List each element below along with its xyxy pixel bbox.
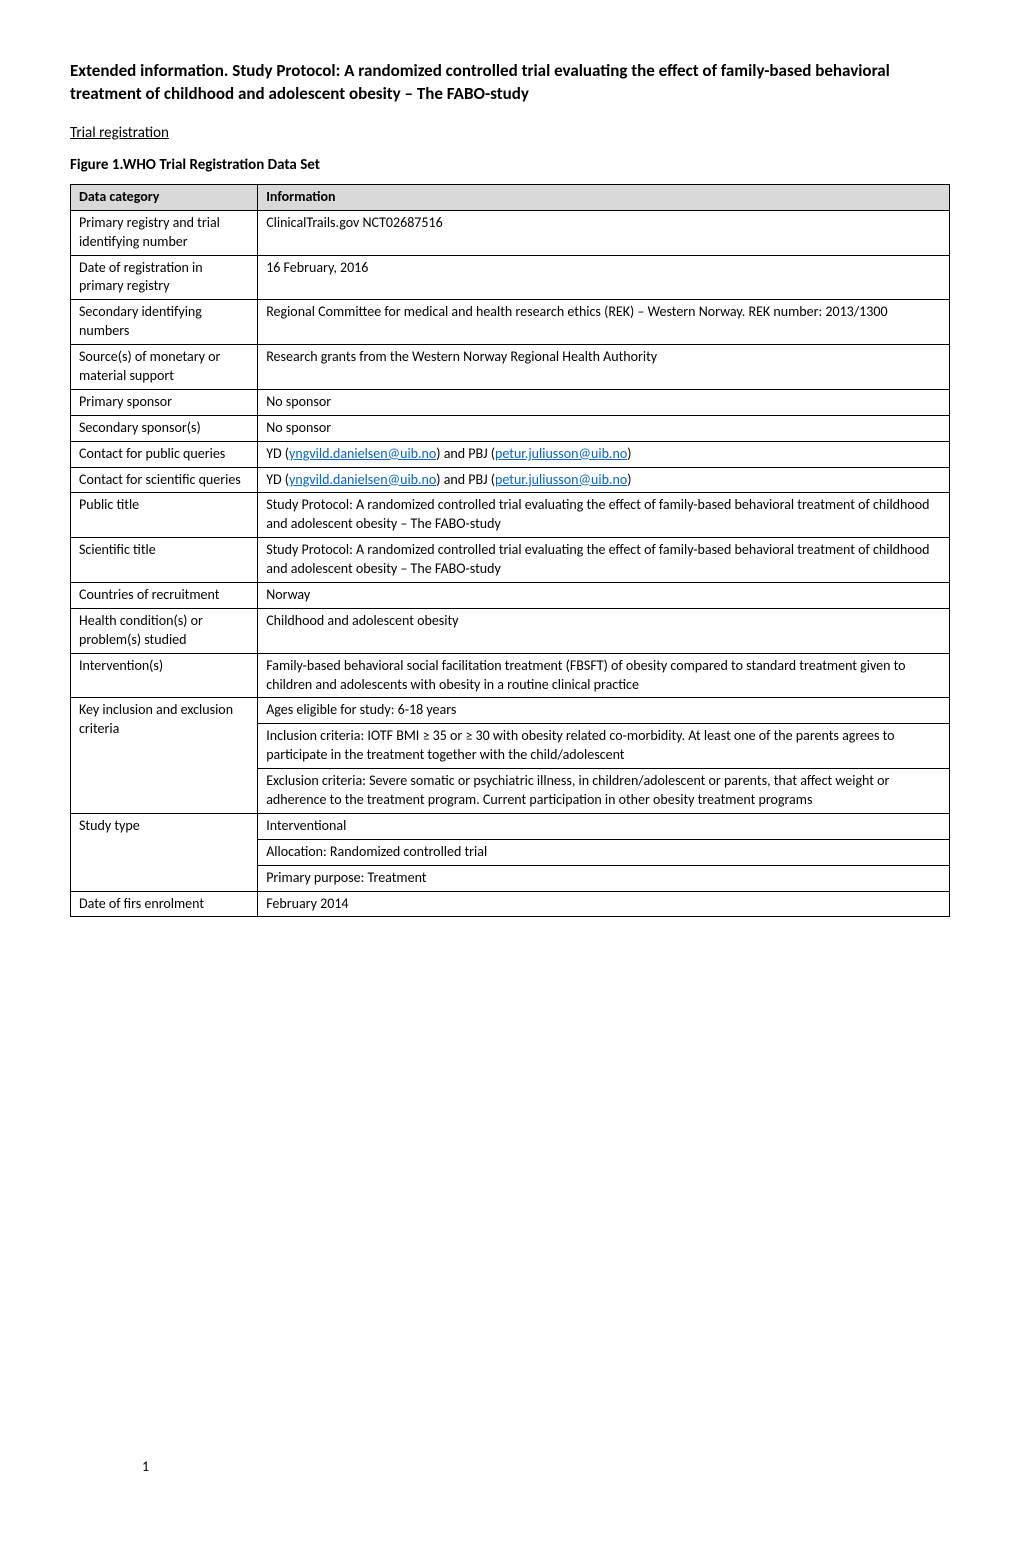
table-cell-category: Scientific title [71, 538, 258, 583]
table-cell-information: Study Protocol: A randomized controlled … [258, 493, 950, 538]
table-cell-category: Date of registration in primary registry [71, 255, 258, 300]
table-row: Secondary identifying numbersRegional Co… [71, 300, 950, 345]
table-cell-category: Source(s) of monetary or material suppor… [71, 345, 258, 390]
table-row: Primary registry and trial identifying n… [71, 210, 950, 255]
table-cell-category: Contact for scientific queries [71, 467, 258, 493]
table-cell-information: Childhood and adolescent obesity [258, 608, 950, 653]
email-link[interactable]: yngvild.danielsen@uib.no [289, 471, 436, 488]
table-cell-information: Ages eligible for study: 6-18 years [258, 698, 950, 724]
table-row: Public titleStudy Protocol: A randomized… [71, 493, 950, 538]
table-row: Key inclusion and exclusion criteriaAges… [71, 698, 950, 724]
table-cell-information: Allocation: Randomized controlled trial [258, 839, 950, 865]
table-cell-category: Contact for public queries [71, 441, 258, 467]
table-row: Contact for scientific queriesYD (yngvil… [71, 467, 950, 493]
table-cell-information: ClinicalTrails.gov NCT02687516 [258, 210, 950, 255]
table-cell-category: Countries of recruitment [71, 583, 258, 609]
table-cell-category: Primary registry and trial identifying n… [71, 210, 258, 255]
table-cell-information: YD (yngvild.danielsen@uib.no) and PBJ (p… [258, 441, 950, 467]
table-cell-information: Exclusion criteria: Severe somatic or ps… [258, 769, 950, 814]
section-heading: Trial registration [70, 124, 950, 142]
table-cell-category: Primary sponsor [71, 389, 258, 415]
email-link[interactable]: petur.juliusson@uib.no [495, 471, 627, 488]
table-row: Date of firs enrolmentFebruary 2014 [71, 891, 950, 917]
table-row: Health condition(s) or problem(s) studie… [71, 608, 950, 653]
table-cell-information: February 2014 [258, 891, 950, 917]
table-cell-category: Secondary sponsor(s) [71, 415, 258, 441]
document-page: Extended information. Study Protocol: A … [70, 60, 950, 1503]
table-row: Primary sponsorNo sponsor [71, 389, 950, 415]
table-row: Source(s) of monetary or material suppor… [71, 345, 950, 390]
table-cell-information: Study Protocol: A randomized controlled … [258, 538, 950, 583]
table-cell-information: Family-based behavioral social facilitat… [258, 653, 950, 698]
table-cell-category: Key inclusion and exclusion criteria [71, 698, 258, 813]
table-cell-category: Intervention(s) [71, 653, 258, 698]
table-header-row: Data category Information [71, 184, 950, 210]
table-cell-information: Research grants from the Western Norway … [258, 345, 950, 390]
table-cell-category: Study type [71, 813, 258, 891]
table-row: Scientific titleStudy Protocol: A random… [71, 538, 950, 583]
table-row: Date of registration in primary registry… [71, 255, 950, 300]
table-cell-information: Regional Committee for medical and healt… [258, 300, 950, 345]
table-cell-information: Norway [258, 583, 950, 609]
registration-data-table: Data category Information Primary regist… [70, 184, 950, 918]
table-row: Contact for public queriesYD (yngvild.da… [71, 441, 950, 467]
table-cell-information: No sponsor [258, 415, 950, 441]
table-cell-category: Date of firs enrolment [71, 891, 258, 917]
table-row: Study typeInterventional [71, 813, 950, 839]
email-link[interactable]: yngvild.danielsen@uib.no [289, 445, 436, 462]
table-row: Secondary sponsor(s)No sponsor [71, 415, 950, 441]
table-cell-information: YD (yngvild.danielsen@uib.no) and PBJ (p… [258, 467, 950, 493]
table-cell-category: Health condition(s) or problem(s) studie… [71, 608, 258, 653]
email-link[interactable]: petur.juliusson@uib.no [495, 445, 627, 462]
table-header-cell: Data category [71, 184, 258, 210]
figure-caption: Figure 1.WHO Trial Registration Data Set [70, 156, 950, 174]
table-cell-information: 16 February, 2016 [258, 255, 950, 300]
table-cell-information: Interventional [258, 813, 950, 839]
table-header-cell: Information [258, 184, 950, 210]
table-row: Countries of recruitmentNorway [71, 583, 950, 609]
table-cell-information: No sponsor [258, 389, 950, 415]
page-number: 1 [142, 1458, 149, 1475]
table-row: Intervention(s)Family-based behavioral s… [71, 653, 950, 698]
document-title: Extended information. Study Protocol: A … [70, 60, 950, 106]
table-cell-information: Inclusion criteria: IOTF BMI ≥ 35 or ≥ 3… [258, 724, 950, 769]
table-cell-category: Secondary identifying numbers [71, 300, 258, 345]
table-cell-information: Primary purpose: Treatment [258, 865, 950, 891]
table-cell-category: Public title [71, 493, 258, 538]
